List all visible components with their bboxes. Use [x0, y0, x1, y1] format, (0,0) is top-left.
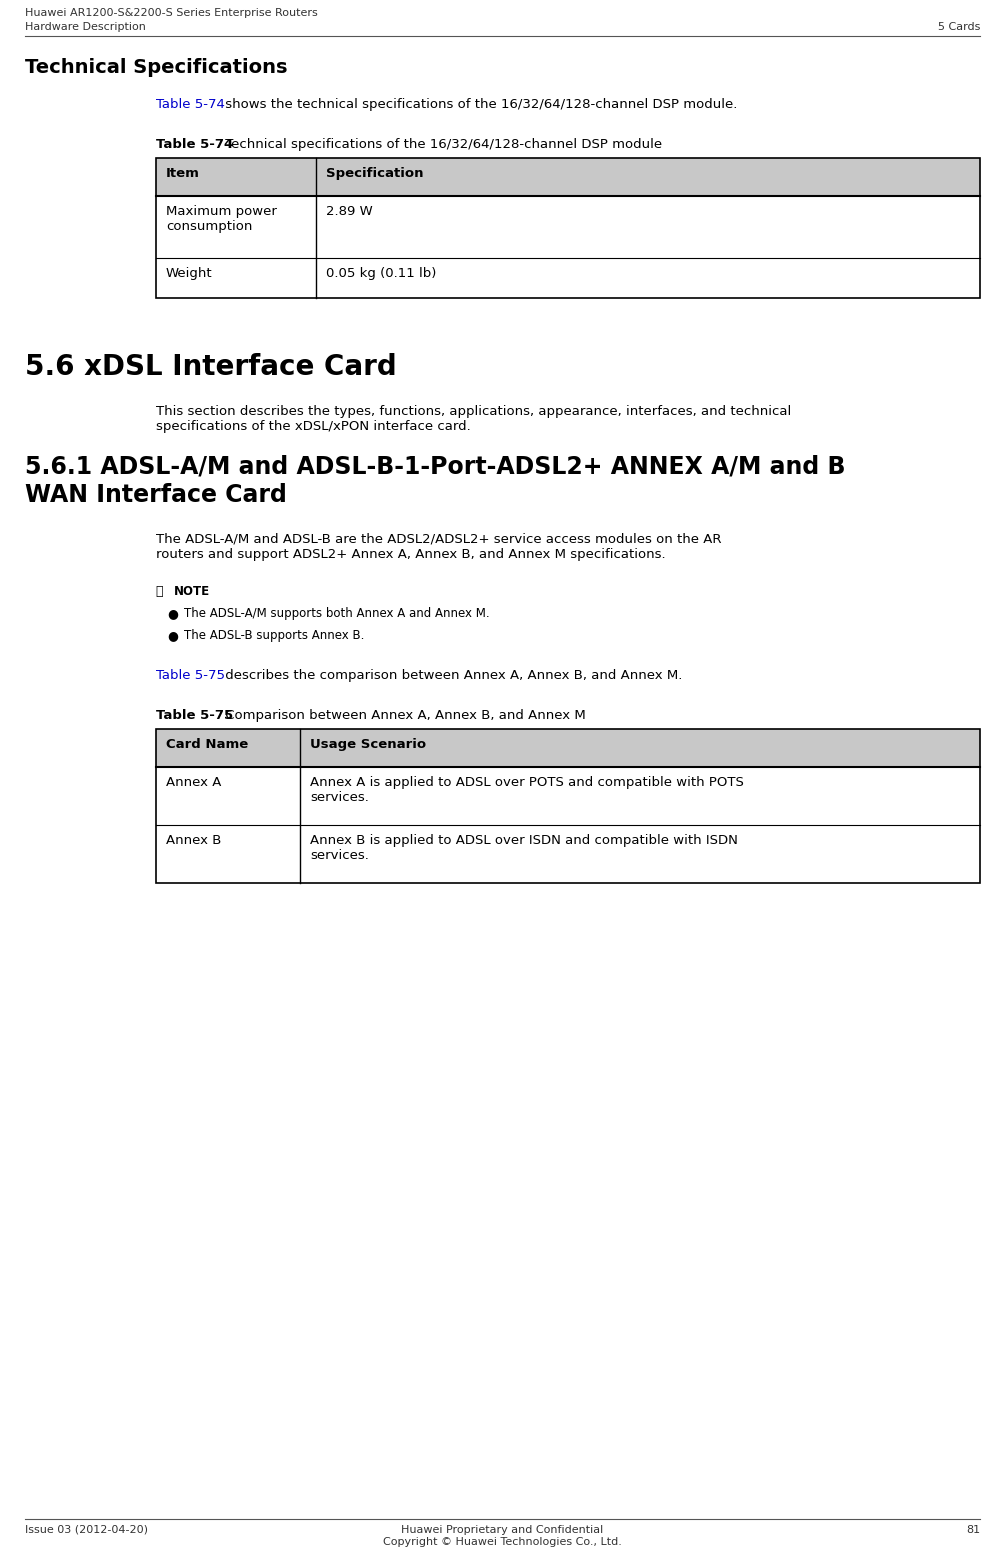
Text: Comparison between Annex A, Annex B, and Annex M: Comparison between Annex A, Annex B, and…	[221, 708, 586, 722]
Text: The ADSL-A/M supports both Annex A and Annex M.: The ADSL-A/M supports both Annex A and A…	[184, 606, 489, 621]
Text: Annex B is applied to ADSL over ISDN and compatible with ISDN
services.: Annex B is applied to ADSL over ISDN and…	[310, 834, 738, 862]
Bar	[156, 158, 980, 298]
Text: The ADSL-B supports Annex B.: The ADSL-B supports Annex B.	[184, 628, 364, 642]
Bar	[156, 158, 980, 196]
Text: ●: ●	[168, 606, 179, 621]
Text: 81: 81	[966, 1525, 980, 1536]
Text: Annex A: Annex A	[166, 776, 221, 790]
Text: NOTE: NOTE	[174, 584, 210, 599]
Text: Issue 03 (2012-04-20): Issue 03 (2012-04-20)	[25, 1525, 148, 1536]
Text: Technical specifications of the 16/32/64/128-channel DSP module: Technical specifications of the 16/32/64…	[221, 138, 662, 150]
Text: Table 5-74: Table 5-74	[156, 99, 225, 111]
Text: Maximum power
consumption: Maximum power consumption	[166, 205, 276, 233]
Text: describes the comparison between Annex A, Annex B, and Annex M.: describes the comparison between Annex A…	[221, 669, 682, 682]
Text: Huawei Proprietary and Confidential
Copyright © Huawei Technologies Co., Ltd.: Huawei Proprietary and Confidential Copy…	[383, 1525, 622, 1547]
Text: Table 5-74: Table 5-74	[156, 138, 233, 150]
Text: Table 5-75: Table 5-75	[156, 669, 225, 682]
Text: shows the technical specifications of the 16/32/64/128-channel DSP module.: shows the technical specifications of th…	[221, 99, 737, 111]
Text: The ADSL-A/M and ADSL-B are the ADSL2/ADSL2+ service access modules on the AR
ro: The ADSL-A/M and ADSL-B are the ADSL2/AD…	[156, 533, 722, 561]
Text: ●: ●	[168, 628, 179, 642]
Text: Huawei AR1200-S&2200-S Series Enterprise Routers: Huawei AR1200-S&2200-S Series Enterprise…	[25, 8, 318, 17]
Text: ⎕: ⎕	[156, 584, 167, 599]
Text: Annex B: Annex B	[166, 834, 221, 848]
Text: Item: Item	[166, 168, 200, 180]
Bar	[156, 729, 980, 882]
Text: Technical Specifications: Technical Specifications	[25, 58, 287, 77]
Text: Table 5-75: Table 5-75	[156, 708, 233, 722]
Bar	[156, 729, 980, 766]
Text: Annex A is applied to ADSL over POTS and compatible with POTS
services.: Annex A is applied to ADSL over POTS and…	[310, 776, 744, 804]
Text: 5.6.1 ADSL-A/M and ADSL-B-1-Port-ADSL2+ ANNEX A/M and B
WAN Interface Card: 5.6.1 ADSL-A/M and ADSL-B-1-Port-ADSL2+ …	[25, 454, 845, 506]
Text: This section describes the types, functions, applications, appearance, interface: This section describes the types, functi…	[156, 404, 791, 432]
Text: Weight: Weight	[166, 266, 212, 280]
Text: 5.6 xDSL Interface Card: 5.6 xDSL Interface Card	[25, 353, 397, 381]
Text: Hardware Description: Hardware Description	[25, 22, 146, 31]
Text: Card Name: Card Name	[166, 738, 248, 751]
Text: Specification: Specification	[327, 168, 424, 180]
Text: Usage Scenario: Usage Scenario	[310, 738, 426, 751]
Text: 0.05 kg (0.11 lb): 0.05 kg (0.11 lb)	[327, 266, 437, 280]
Text: 5 Cards: 5 Cards	[938, 22, 980, 31]
Text: 2.89 W: 2.89 W	[327, 205, 373, 218]
